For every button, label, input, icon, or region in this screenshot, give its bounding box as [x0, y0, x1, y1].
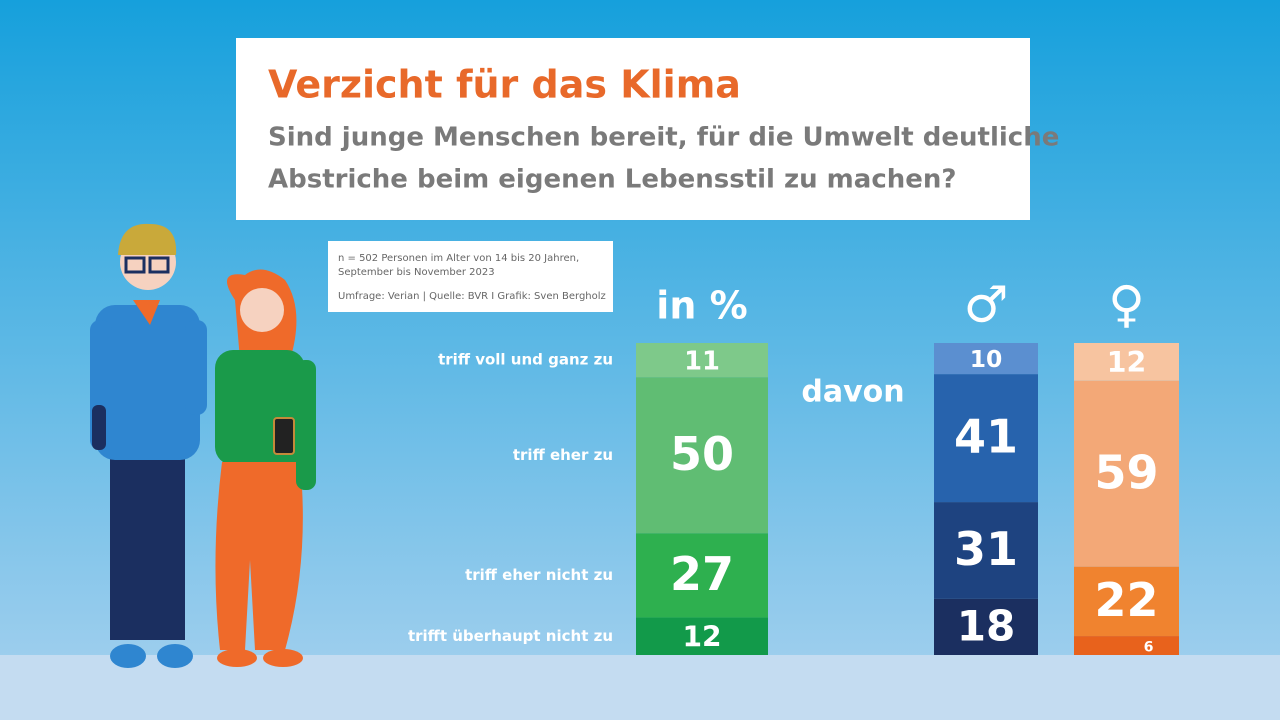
subtitle: Sind junge Menschen bereit, für die Umwe…: [268, 123, 1059, 153]
bar-segment: [636, 377, 768, 534]
value-label: 59: [1094, 445, 1158, 499]
bar-segment: [636, 617, 768, 655]
value-label: 27: [670, 547, 734, 601]
bar-segment: [1074, 636, 1179, 655]
category-label: triff eher nicht zu: [465, 566, 613, 584]
column-header: ♀: [1108, 276, 1145, 334]
bar-segment: [934, 374, 1038, 503]
title: Verzicht für das Klima: [268, 63, 741, 107]
note: n = 502 Personen im Alter von 14 bis 20 …: [338, 253, 579, 264]
illustration: [90, 223, 316, 668]
note: September bis November 2023: [338, 267, 495, 278]
column-header: ♂: [964, 276, 1009, 334]
value-label: 31: [954, 522, 1018, 576]
bar-segment: [934, 598, 1038, 655]
bar-segment: [1074, 566, 1179, 637]
bar-segment: [934, 343, 1038, 375]
value-label: 22: [1094, 573, 1158, 627]
note: Umfrage: Verian | Quelle: BVR I Grafik: …: [338, 291, 606, 302]
bar-segment: [1074, 343, 1179, 381]
floor: [0, 655, 1280, 720]
value-label: 41: [954, 410, 1018, 464]
bar-segment: [636, 533, 768, 618]
bar-segment: [636, 343, 768, 378]
title-box: [236, 38, 1030, 220]
value-label: 18: [957, 601, 1016, 650]
category-label: triff eher zu: [513, 446, 613, 464]
subtitle: Abstriche beim eigenen Lebensstil zu mac…: [268, 165, 956, 195]
breakdown-label: davon: [801, 375, 904, 410]
value-label: 12: [682, 620, 721, 653]
column-header: in %: [656, 284, 747, 328]
value-label: 11: [684, 347, 720, 377]
bar-segment: [1074, 380, 1179, 567]
value-label: 10: [970, 345, 1003, 373]
value-label: 12: [1107, 346, 1146, 379]
category-label: trifft überhaupt nicht zu: [408, 627, 613, 645]
bar-segment: [934, 502, 1038, 599]
value-label: 6: [1144, 640, 1154, 656]
value-label: 50: [670, 427, 734, 481]
category-label: triff voll und ganz zu: [438, 351, 613, 369]
note-box: [328, 241, 613, 312]
